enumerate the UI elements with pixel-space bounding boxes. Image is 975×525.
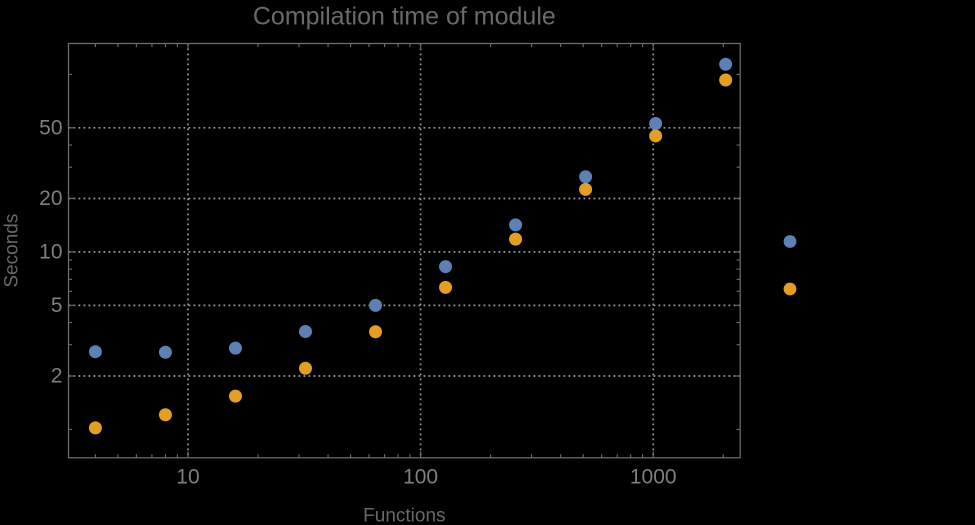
data-point-series-1-x8 (158, 345, 172, 359)
data-point-series-1-x2048 (719, 57, 733, 71)
data-point-series-2-x128 (439, 280, 453, 294)
data-point-series-2-x4 (88, 421, 102, 435)
gridlines-group (68, 43, 741, 458)
data-point-series-1-x1024 (649, 116, 663, 130)
data-point-series-1-x16 (228, 341, 242, 355)
x-tick-label-1000: 1000 (630, 466, 677, 489)
y-axis-label: Seconds (2, 214, 23, 288)
data-point-series-2-x16 (228, 389, 242, 403)
x-axis-label: Functions (363, 506, 445, 525)
x-tick-label-10: 10 (176, 466, 199, 489)
data-point-series-2-x64 (369, 325, 383, 339)
data-point-series-2-x512 (579, 182, 593, 196)
data-point-series-1-x4 (88, 345, 102, 359)
data-point-series-2-x2048 (719, 73, 733, 87)
legend-marker-series-2 (783, 282, 797, 296)
data-point-series-1-x256 (509, 218, 523, 232)
chart-title: Compilation time of module (253, 3, 556, 31)
data-points-group (88, 57, 733, 435)
data-point-series-1-x128 (439, 260, 453, 274)
x-tick-label-100: 100 (403, 466, 438, 489)
y-tick-label-50: 50 (39, 116, 62, 139)
legend-group (783, 235, 797, 296)
y-tick-label-20: 20 (39, 187, 62, 210)
y-tick-label-2: 2 (51, 364, 63, 387)
legend-marker-series-1 (783, 235, 797, 248)
frame-group (67, 42, 741, 459)
data-point-series-2-x256 (509, 232, 523, 246)
ticks-group (68, 43, 741, 458)
data-point-series-1-x64 (369, 298, 383, 312)
y-tick-label-10: 10 (39, 240, 62, 263)
plot-frame (67, 42, 741, 459)
data-point-series-2-x8 (158, 408, 172, 422)
y-tick-label-5: 5 (51, 294, 63, 317)
data-point-series-1-x32 (298, 325, 312, 339)
data-point-series-2-x1024 (649, 129, 663, 143)
tick-labels-group: 10 100 1000 2 5 10 20 50 (39, 116, 676, 488)
data-point-series-2-x32 (298, 361, 312, 375)
data-point-series-1-x512 (579, 170, 593, 184)
